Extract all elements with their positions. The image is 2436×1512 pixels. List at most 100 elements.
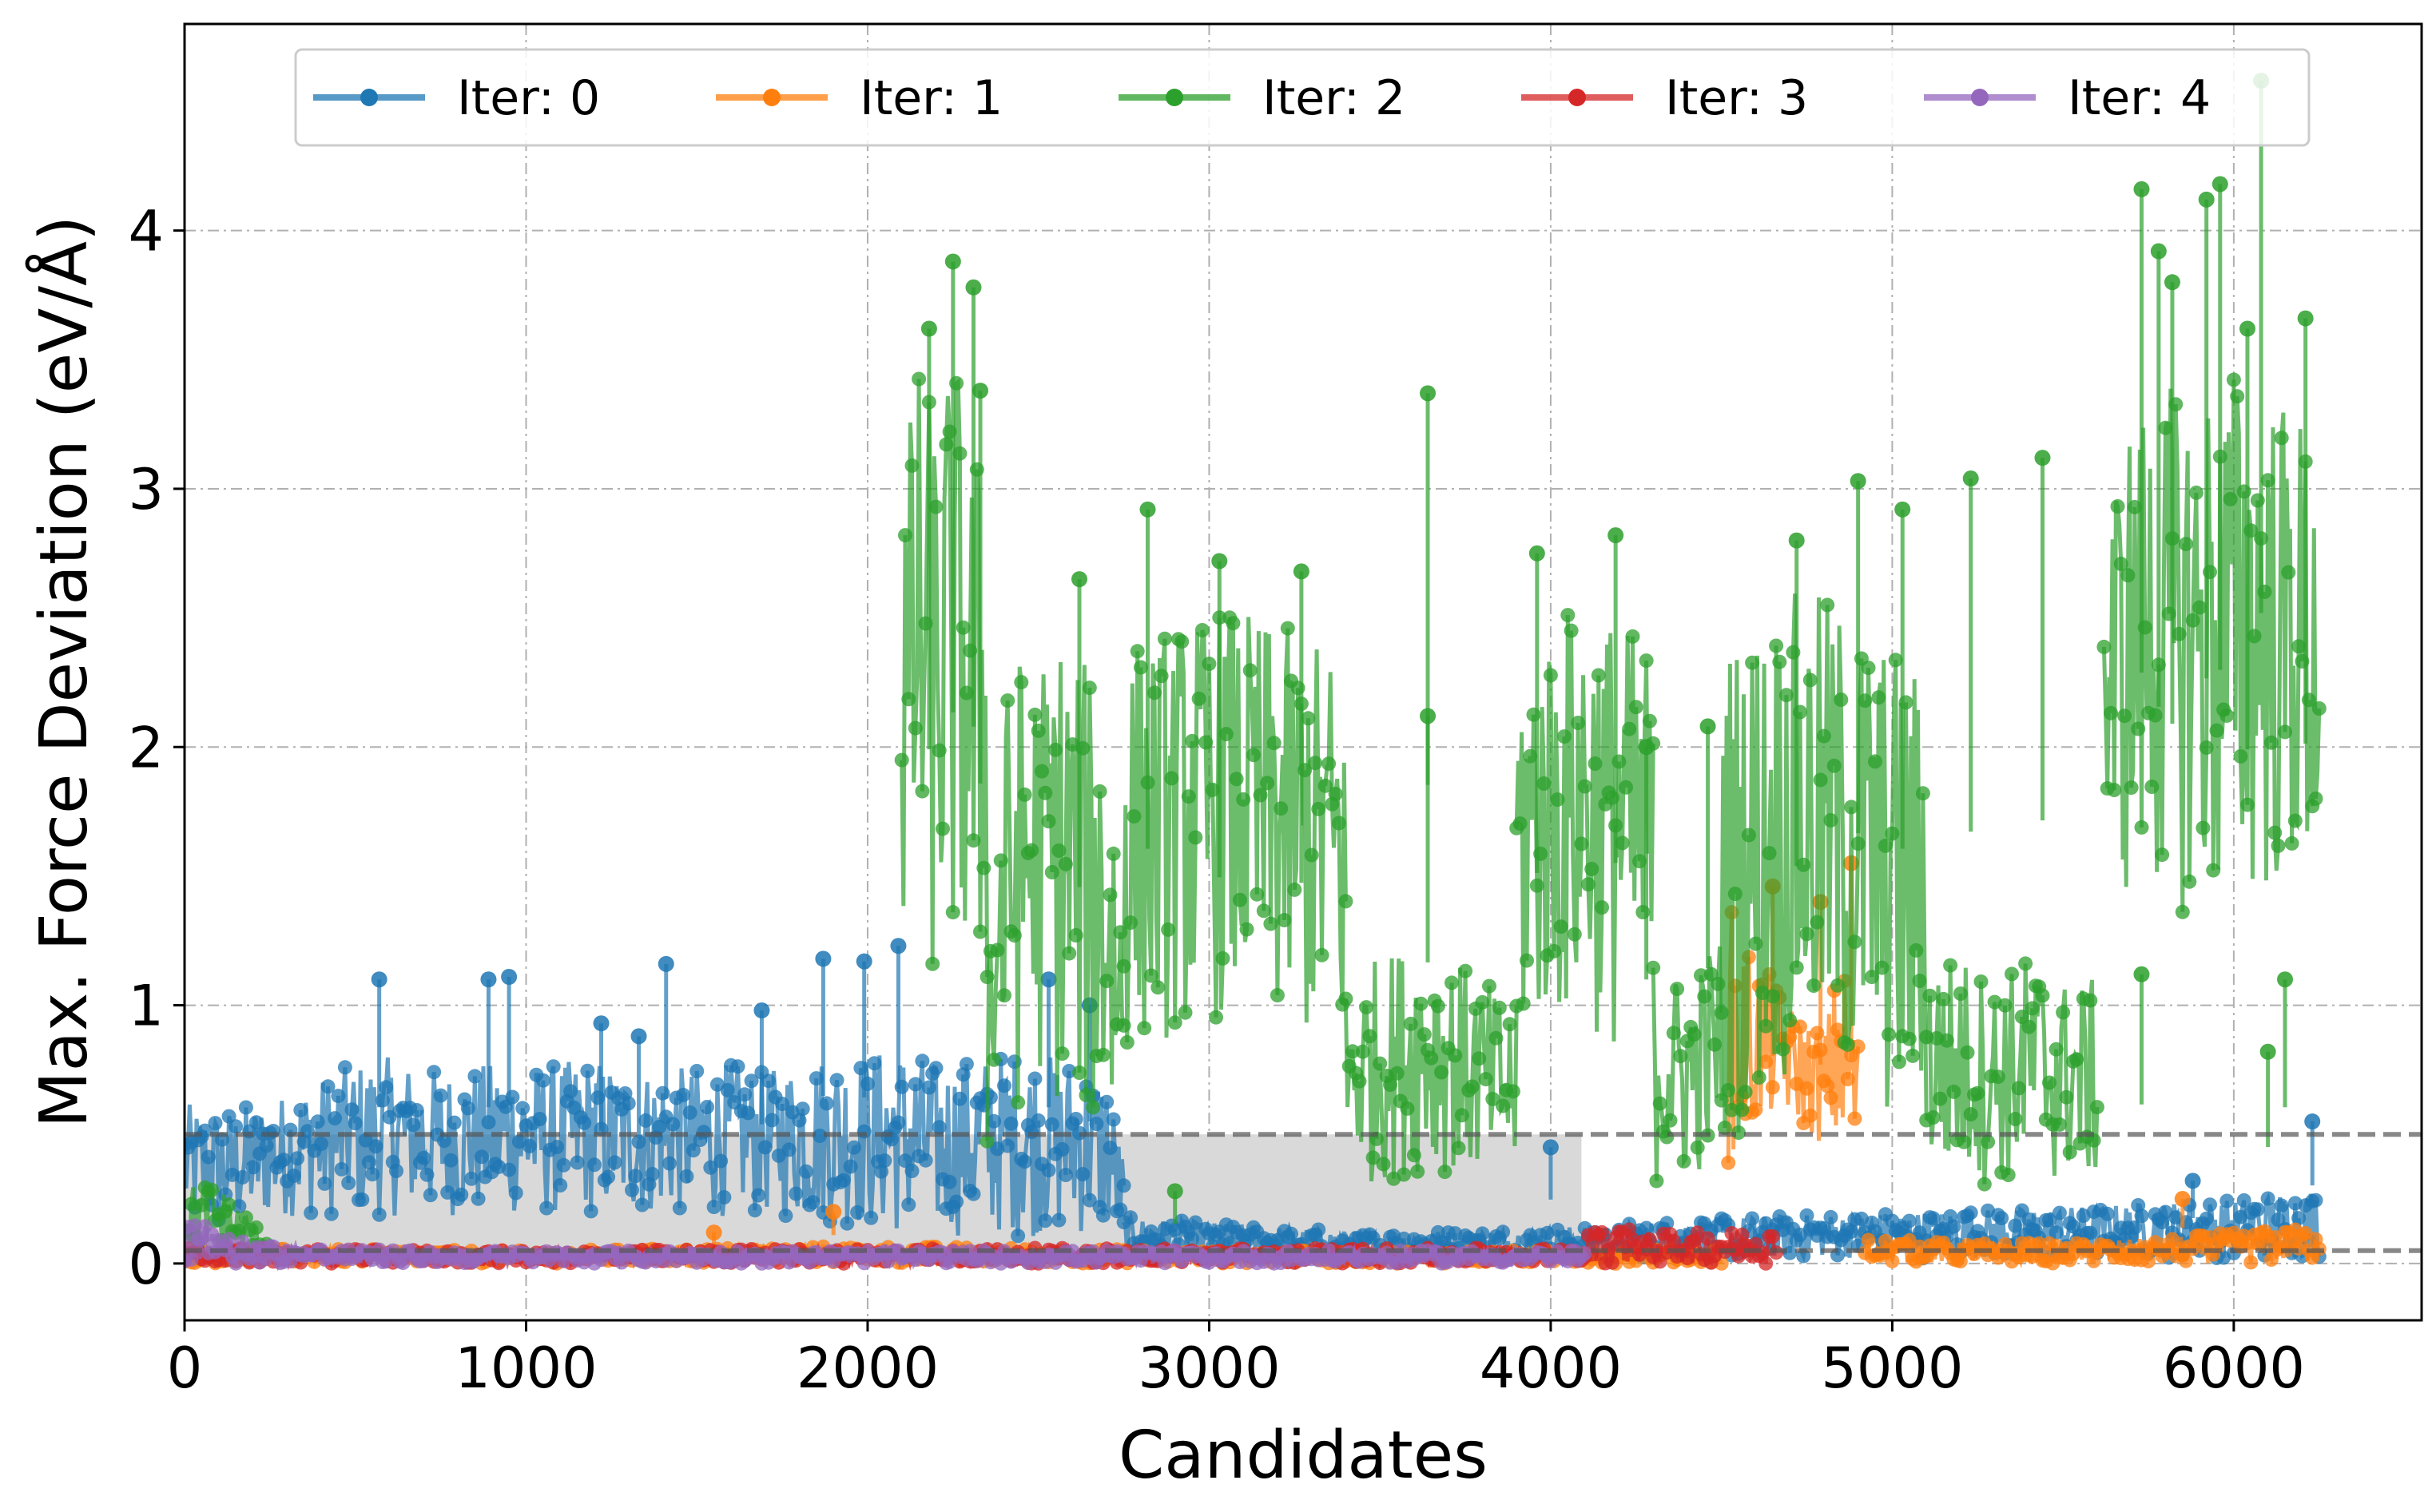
data-point	[416, 1150, 431, 1165]
data-point	[952, 446, 968, 461]
data-point	[286, 1169, 301, 1184]
spike	[1542, 1139, 1559, 1200]
data-point	[2192, 600, 2208, 615]
data-point	[1191, 691, 1206, 706]
data-point	[706, 1200, 721, 1215]
data-point	[515, 1101, 531, 1116]
spike-point	[630, 1028, 647, 1045]
data-point	[1266, 736, 1282, 751]
data-point	[324, 1206, 339, 1221]
data-point	[638, 1113, 654, 1128]
data-point	[550, 1140, 564, 1154]
data-point	[1048, 742, 1063, 757]
data-point	[850, 1204, 865, 1220]
data-point	[1778, 688, 1794, 703]
data-point	[874, 1164, 889, 1179]
data-point	[1858, 693, 1873, 708]
data-point	[1735, 1102, 1750, 1117]
data-point	[1588, 756, 1603, 771]
spike-point	[2174, 1191, 2191, 1208]
data-point	[1765, 1080, 1780, 1095]
data-point	[1434, 1065, 1449, 1080]
spike	[1850, 473, 1866, 834]
legend-swatch-marker	[1971, 89, 1989, 106]
data-point	[1236, 792, 1251, 807]
spike-point	[658, 955, 674, 972]
data-point	[1892, 1054, 1906, 1070]
data-point	[2188, 485, 2204, 500]
data-point	[987, 1113, 1002, 1129]
data-point	[1304, 847, 1319, 863]
data-point	[2035, 988, 2050, 1003]
data-point	[194, 1197, 209, 1212]
data-point	[789, 1186, 804, 1201]
data-point	[1024, 843, 1039, 858]
data-point	[1697, 989, 1712, 1004]
data-point	[1844, 1224, 1859, 1239]
spike	[2277, 971, 2294, 1108]
spike	[371, 971, 387, 1108]
data-point	[918, 1153, 933, 1168]
data-point	[1198, 735, 1214, 750]
data-point	[1820, 1078, 1835, 1093]
data-point	[959, 685, 974, 700]
data-point	[813, 1129, 828, 1143]
data-point	[2141, 1254, 2156, 1268]
data-point	[1981, 1134, 1996, 1149]
data-point	[775, 1097, 790, 1112]
data-point	[1977, 1177, 1992, 1192]
spike-point	[2239, 320, 2255, 337]
data-point	[1328, 787, 1343, 801]
data-point	[720, 1082, 735, 1097]
data-point	[1188, 830, 1203, 845]
data-point	[901, 692, 916, 707]
data-point	[238, 1210, 253, 1225]
data-point	[1106, 1112, 1121, 1127]
data-point	[2032, 1236, 2047, 1251]
data-point	[368, 1139, 383, 1154]
data-point	[2052, 1205, 2067, 1220]
data-point	[2089, 1100, 2104, 1115]
data-point	[361, 1155, 376, 1170]
data-point	[908, 1077, 923, 1092]
data-point	[942, 1174, 957, 1189]
data-point	[1973, 974, 1989, 989]
data-point	[1604, 1255, 1619, 1270]
data-point	[2014, 1010, 2029, 1024]
data-point	[2005, 966, 2019, 982]
series-markers	[1714, 597, 1934, 1140]
data-point	[1311, 1222, 1326, 1237]
spike	[2259, 1043, 2276, 1148]
data-point	[1782, 1013, 1798, 1028]
spike-point	[1962, 470, 1979, 487]
data-point	[2291, 639, 2307, 654]
data-point	[1188, 1215, 1203, 1230]
data-point	[1823, 813, 1838, 827]
legend-entry: Iter: 4	[1924, 70, 2211, 126]
series-markers	[1646, 960, 1729, 1189]
data-point	[1922, 988, 1937, 1003]
data-point	[1673, 1049, 1688, 1064]
data-point	[2179, 537, 2193, 552]
data-point	[1095, 1047, 1111, 1062]
data-point	[1796, 857, 1811, 872]
data-point	[228, 1119, 244, 1134]
data-point	[1035, 764, 1049, 779]
x-tick-label: 1000	[455, 1335, 597, 1401]
data-point	[1850, 836, 1866, 851]
data-point	[744, 1073, 759, 1089]
data-point	[1714, 1005, 1729, 1020]
data-point	[1250, 887, 1265, 902]
data-point	[502, 1162, 517, 1177]
data-point	[2240, 797, 2255, 812]
data-point	[1700, 1231, 1715, 1246]
data-point	[2247, 629, 2262, 644]
data-point	[952, 1091, 968, 1106]
data-point	[921, 1080, 936, 1095]
data-point	[1314, 947, 1329, 962]
data-point	[1185, 1232, 1200, 1246]
data-point	[1963, 1107, 1978, 1122]
spike-point	[825, 1204, 842, 1220]
data-point	[1909, 943, 1924, 958]
spike-point	[1071, 571, 1087, 588]
